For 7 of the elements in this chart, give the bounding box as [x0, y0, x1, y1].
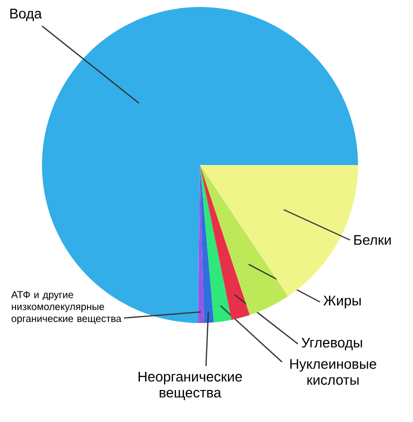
- slice-label: Нуклеиновые кислоты: [290, 359, 376, 385]
- slice-label: АТФ и другие низкомолекулярные органические вещества: [11, 291, 122, 324]
- slice-label: Вода: [10, 8, 42, 22]
- slice-label: Неорганические вещества: [138, 372, 242, 400]
- slice-label: Белки: [354, 235, 391, 245]
- slice-label: Жиры: [323, 296, 361, 308]
- slice-label: Углеводы: [302, 338, 362, 350]
